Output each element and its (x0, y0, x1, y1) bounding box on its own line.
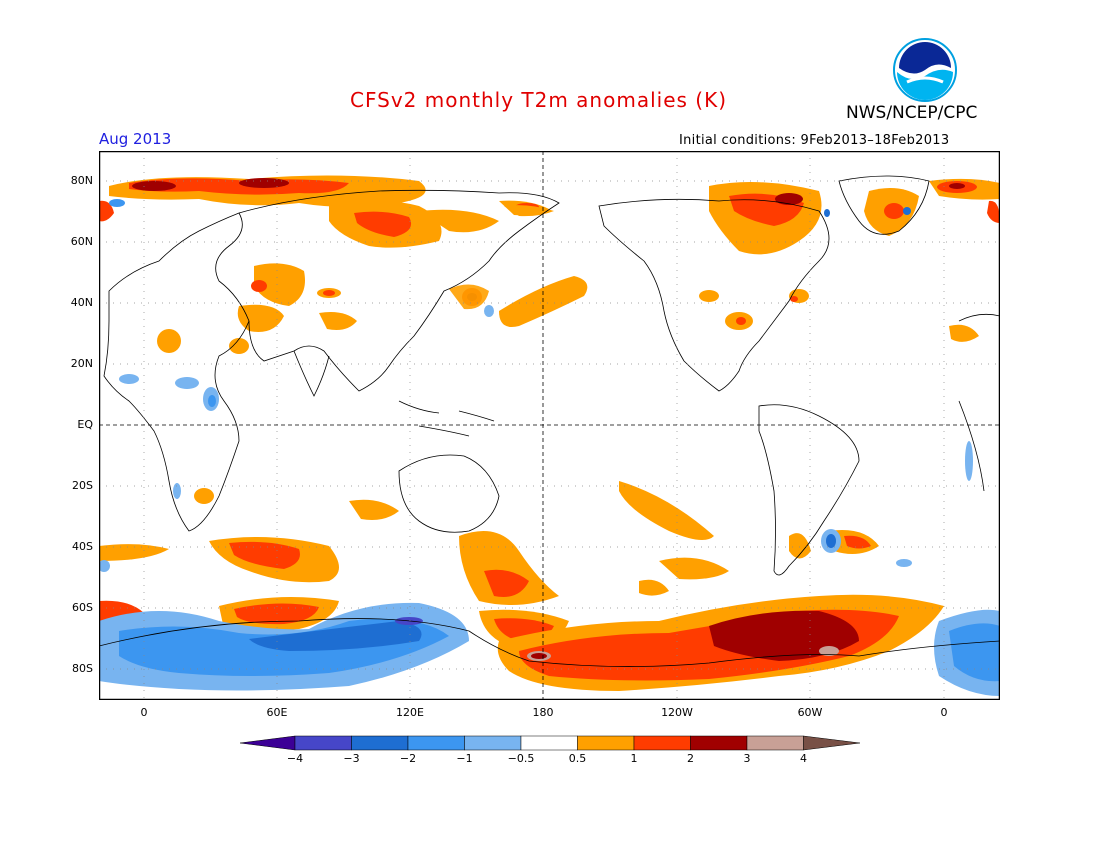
lon-label-0: 0 (140, 706, 148, 719)
map-frame (99, 151, 1000, 700)
colorbar-swatch (464, 735, 522, 751)
lat-label-60n: 60N (70, 235, 93, 248)
lat-label-eq: EQ (77, 418, 93, 431)
colorbar-swatch (351, 735, 409, 751)
colorbar-arrow-high (803, 735, 860, 751)
colorbar-swatch (294, 735, 352, 751)
map-title: CFSv2 monthly T2m anomalies (K) (350, 88, 727, 112)
forecast-month: Aug 2013 (99, 130, 172, 148)
lon-label-120w: 120W (661, 706, 693, 719)
lon-label-0-east: 0 (940, 706, 948, 719)
cold-anomaly-regions (99, 199, 1000, 696)
equator-dateline (99, 151, 1000, 700)
lat-label-20n: 20N (70, 357, 93, 370)
colorbar-tick-label: −0.5 (507, 752, 535, 765)
colorbar-swatch (746, 735, 804, 751)
colorbar-swatch (633, 735, 691, 751)
colorbar-tick-label: −3 (343, 752, 360, 765)
lat-label-80s: 80S (72, 662, 93, 675)
colorbar-tick-label: 0.5 (568, 752, 587, 765)
initial-conditions: Initial conditions: 9Feb2013–18Feb2013 (679, 133, 950, 148)
lat-label-40s: 40S (72, 540, 93, 553)
lon-label-120e: 120E (396, 706, 424, 719)
agency-label: NWS/NCEP/CPC (846, 103, 978, 123)
colorbar-tick-label: 4 (800, 752, 807, 765)
colorbar-tick-label: 2 (687, 752, 694, 765)
colorbar-tick-label: −1 (456, 752, 473, 765)
colorbar-swatch (407, 735, 465, 751)
noaa-logo (893, 38, 957, 102)
anomaly-map (99, 151, 1000, 700)
colorbar-tick-label: 3 (743, 752, 751, 765)
colorbar (240, 735, 860, 751)
colorbar-tick-label: −2 (399, 752, 417, 765)
lat-label-60s: 60S (72, 601, 93, 614)
colorbar-swatch (520, 735, 578, 751)
lat-label-20s: 20S (72, 479, 93, 492)
colorbar-tick-label: −4 (286, 752, 304, 765)
colorbar-swatch (690, 735, 748, 751)
lat-label-40n: 40N (70, 296, 93, 309)
lon-label-60e: 60E (266, 706, 288, 719)
lat-label-80n: 80N (70, 174, 93, 187)
coastlines (99, 175, 1000, 667)
colorbar-swatch (577, 735, 635, 751)
colorbar-tick-label: 1 (630, 752, 638, 765)
lon-label-180: 180 (532, 706, 554, 719)
map-grid (99, 151, 1000, 700)
colorbar-arrow-low (240, 735, 296, 751)
lon-label-60w: 60W (797, 706, 823, 719)
